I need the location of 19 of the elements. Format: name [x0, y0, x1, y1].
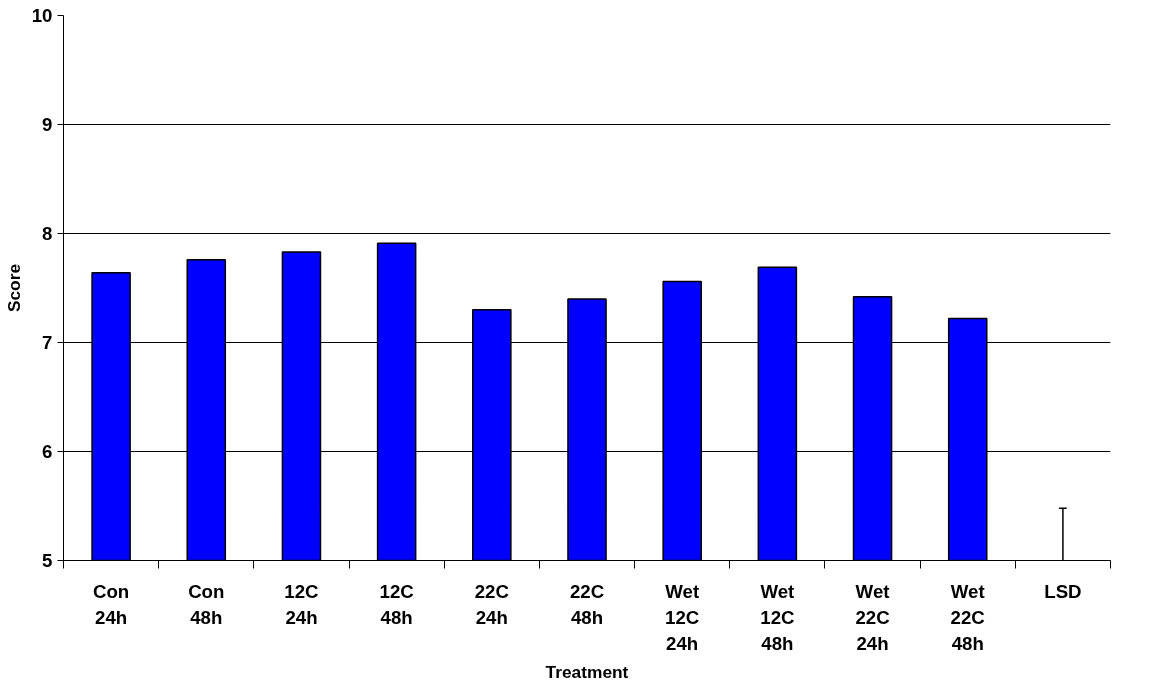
x-tick-label: 22C 24h [474, 580, 509, 628]
x-tick-label: Wet 22C 24h [855, 580, 890, 654]
x-tick-label: Wet 22C 48h [950, 580, 985, 654]
y-tick-label: 10 [31, 5, 53, 26]
x-tick-label: Wet 12C 48h [760, 580, 795, 654]
y-axis-title: Score [3, 263, 24, 313]
y-tick-label: 7 [42, 332, 53, 353]
y-tick-label: 8 [42, 223, 53, 244]
y-tick-label: 6 [42, 441, 53, 462]
x-tick-label: Con 24h [92, 580, 130, 628]
y-tick-label: 9 [42, 114, 53, 135]
y-tick-label: 5 [42, 550, 53, 571]
x-axis-title: Treatment [545, 662, 629, 682]
x-tick-label: 12C 48h [379, 580, 414, 628]
x-tick-label: 22C 48h [569, 580, 605, 628]
x-tick-label: 12C 24h [284, 580, 319, 628]
x-tick-label: Con 48h [188, 580, 225, 628]
x-tick-label: Wet 12C 24h [665, 580, 700, 654]
x-tick-label: LSD [1044, 580, 1082, 602]
